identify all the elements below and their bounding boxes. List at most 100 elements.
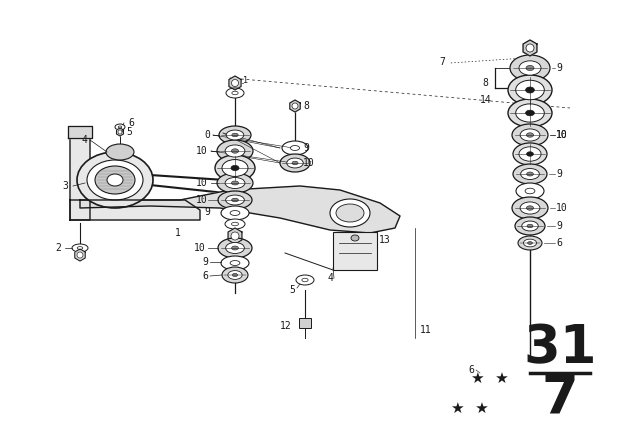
Ellipse shape — [296, 275, 314, 285]
Ellipse shape — [232, 222, 239, 226]
Ellipse shape — [226, 242, 244, 254]
Text: 14: 14 — [480, 95, 492, 105]
Ellipse shape — [508, 99, 552, 127]
Text: 10: 10 — [556, 203, 568, 213]
Text: 9: 9 — [303, 143, 309, 153]
Ellipse shape — [225, 145, 245, 157]
Ellipse shape — [330, 199, 370, 227]
Text: 10: 10 — [303, 158, 315, 168]
Polygon shape — [290, 100, 300, 112]
Text: 9: 9 — [204, 207, 210, 217]
Ellipse shape — [232, 246, 239, 250]
Text: 3: 3 — [62, 181, 68, 191]
Ellipse shape — [232, 149, 239, 153]
Text: ★  ★: ★ ★ — [471, 370, 509, 385]
Text: 2: 2 — [55, 243, 61, 253]
Text: 10: 10 — [196, 195, 208, 205]
Text: 5: 5 — [289, 285, 295, 295]
Ellipse shape — [519, 147, 541, 161]
Ellipse shape — [218, 191, 252, 209]
Ellipse shape — [520, 129, 540, 141]
Text: 6: 6 — [468, 365, 474, 375]
Ellipse shape — [221, 256, 249, 270]
Ellipse shape — [87, 160, 143, 200]
Text: 10: 10 — [556, 130, 568, 140]
Ellipse shape — [118, 130, 122, 134]
Ellipse shape — [232, 273, 237, 276]
Text: 5: 5 — [126, 127, 132, 137]
Ellipse shape — [215, 155, 255, 181]
Ellipse shape — [524, 239, 536, 247]
Ellipse shape — [95, 166, 135, 194]
Polygon shape — [68, 126, 92, 138]
Ellipse shape — [226, 195, 244, 205]
Polygon shape — [70, 130, 90, 220]
Ellipse shape — [77, 246, 83, 250]
Text: 12: 12 — [280, 321, 292, 331]
Ellipse shape — [118, 126, 122, 128]
Ellipse shape — [226, 130, 244, 140]
Ellipse shape — [525, 188, 535, 194]
Ellipse shape — [282, 141, 308, 155]
Text: 11: 11 — [420, 325, 432, 335]
Polygon shape — [80, 186, 400, 233]
Polygon shape — [228, 228, 242, 244]
Text: 7: 7 — [541, 372, 579, 424]
Ellipse shape — [512, 124, 548, 146]
Ellipse shape — [516, 104, 544, 122]
Ellipse shape — [218, 238, 252, 258]
Ellipse shape — [302, 278, 308, 282]
Text: 9: 9 — [202, 257, 208, 267]
Ellipse shape — [231, 165, 239, 171]
Ellipse shape — [232, 91, 238, 95]
Text: 8: 8 — [482, 78, 488, 88]
Ellipse shape — [115, 124, 125, 130]
Ellipse shape — [232, 198, 239, 202]
Ellipse shape — [106, 144, 134, 160]
Text: 6: 6 — [202, 271, 208, 281]
Ellipse shape — [527, 241, 532, 245]
Ellipse shape — [221, 206, 249, 220]
Ellipse shape — [225, 177, 245, 189]
Ellipse shape — [336, 204, 364, 222]
Ellipse shape — [287, 158, 303, 168]
Polygon shape — [229, 76, 241, 90]
Text: 9: 9 — [556, 63, 562, 73]
Ellipse shape — [231, 232, 239, 240]
Ellipse shape — [513, 143, 547, 165]
Ellipse shape — [219, 126, 251, 144]
Ellipse shape — [527, 224, 533, 228]
Text: 10: 10 — [195, 243, 206, 253]
Ellipse shape — [280, 154, 310, 172]
Text: 31: 31 — [524, 322, 596, 374]
Ellipse shape — [217, 173, 253, 193]
Ellipse shape — [525, 110, 534, 116]
Text: 10: 10 — [196, 146, 208, 156]
Ellipse shape — [232, 133, 238, 137]
Polygon shape — [116, 128, 124, 136]
Ellipse shape — [292, 103, 298, 109]
Text: 1: 1 — [243, 76, 248, 85]
Ellipse shape — [518, 236, 542, 250]
Ellipse shape — [525, 87, 534, 93]
Ellipse shape — [508, 75, 552, 105]
Ellipse shape — [527, 152, 533, 156]
Ellipse shape — [351, 235, 359, 241]
Ellipse shape — [526, 65, 534, 71]
Text: 1: 1 — [175, 228, 181, 238]
Ellipse shape — [513, 164, 547, 184]
Text: 6: 6 — [556, 238, 562, 248]
Ellipse shape — [222, 159, 248, 177]
Polygon shape — [75, 249, 85, 261]
Ellipse shape — [230, 211, 240, 215]
Ellipse shape — [226, 88, 244, 98]
Text: 10: 10 — [556, 130, 568, 140]
Text: 13: 13 — [379, 235, 391, 245]
Ellipse shape — [225, 219, 245, 229]
Text: 6: 6 — [128, 118, 134, 128]
Ellipse shape — [519, 61, 541, 75]
Bar — [299, 318, 311, 328]
Ellipse shape — [232, 181, 239, 185]
Text: 4: 4 — [327, 273, 333, 283]
Ellipse shape — [230, 261, 240, 266]
